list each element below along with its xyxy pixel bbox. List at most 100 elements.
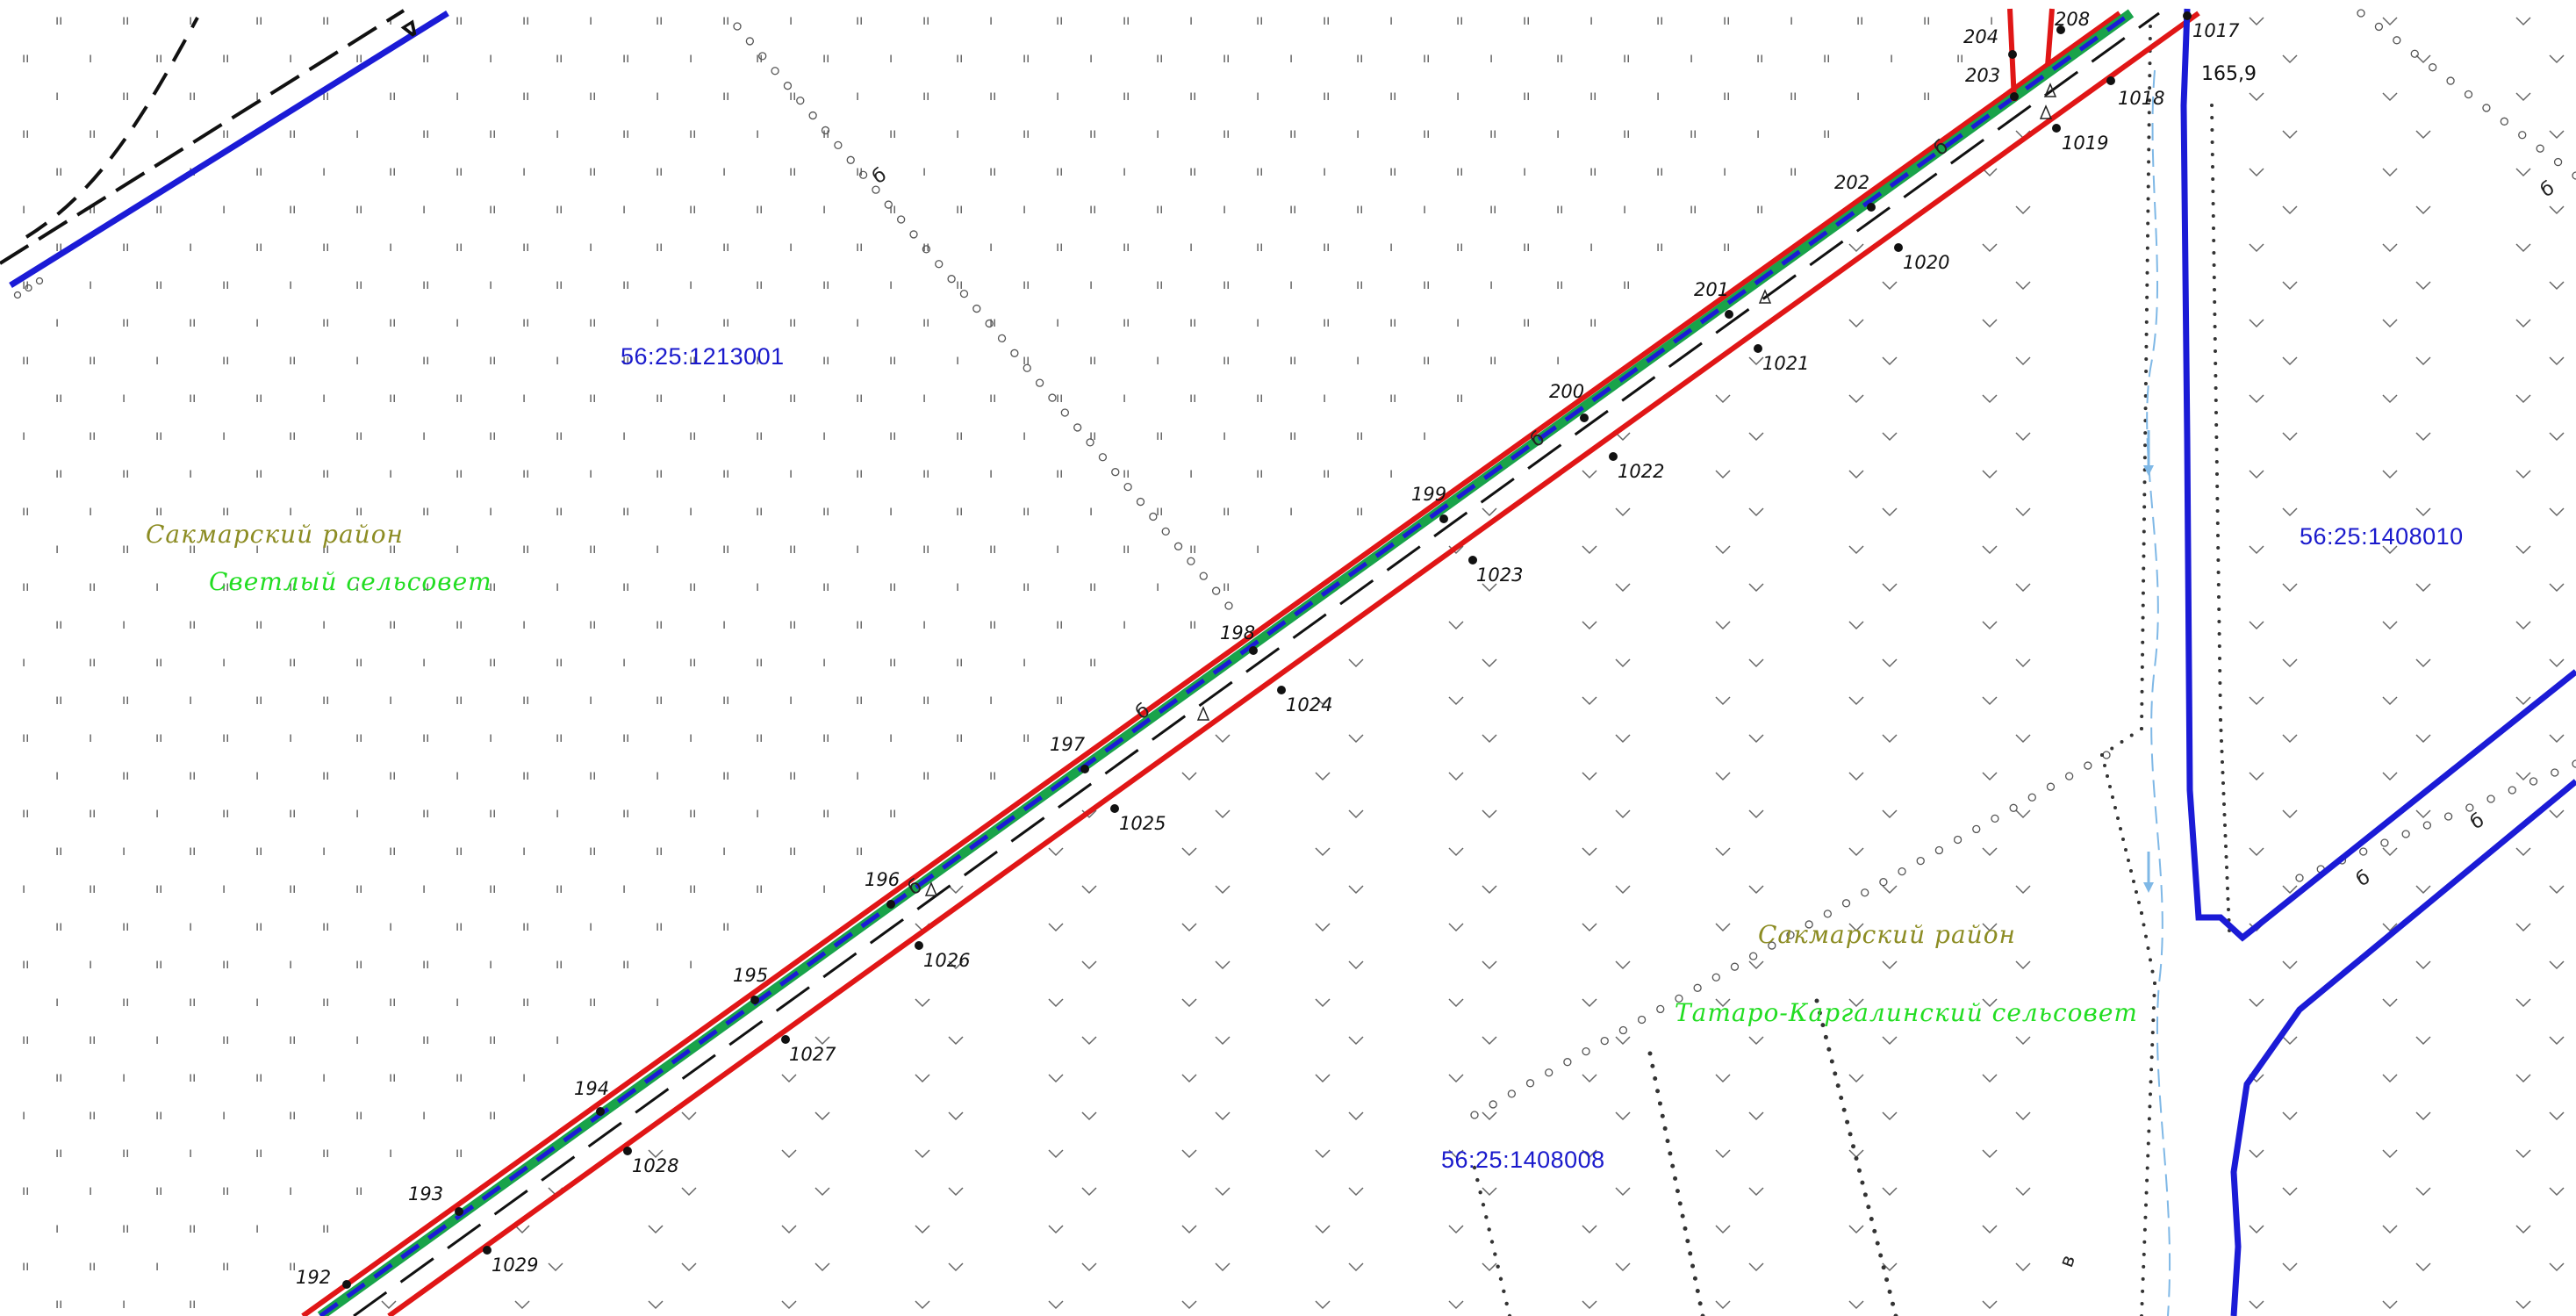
pole-symbol-icon xyxy=(924,881,938,896)
svg-text:ıı: ıı xyxy=(522,541,529,557)
boundary-point-marker[interactable] xyxy=(1439,514,1448,523)
svg-text:ıı: ıı xyxy=(656,12,663,28)
svg-text:ıı: ıı xyxy=(556,50,563,66)
svg-text:ıı: ıı xyxy=(956,201,963,217)
svg-text:ı: ı xyxy=(1856,88,1860,104)
boundary-point-marker[interactable] xyxy=(2008,50,2017,59)
svg-text:ı: ı xyxy=(956,126,959,141)
svg-text:ıı: ıı xyxy=(222,50,229,66)
svg-text:ıı: ıı xyxy=(89,1107,96,1123)
boundary-point-marker[interactable] xyxy=(2106,76,2115,85)
boundary-point-marker[interactable] xyxy=(596,1107,605,1116)
svg-text:ı: ı xyxy=(922,163,926,179)
svg-text:ıı: ıı xyxy=(289,881,296,896)
boundary-point-marker[interactable] xyxy=(1249,646,1258,655)
cadastral-block-label-left[interactable]: 56:25:1213001 xyxy=(621,343,785,370)
svg-text:ı: ı xyxy=(656,994,659,1010)
boundary-point-marker[interactable] xyxy=(623,1147,632,1155)
boundary-point-marker[interactable] xyxy=(781,1035,790,1044)
boundary-point-marker[interactable] xyxy=(455,1207,463,1216)
cadastral-block-label-right[interactable]: 56:25:1408010 xyxy=(2300,523,2464,550)
boundary-point-marker[interactable] xyxy=(1580,413,1589,422)
svg-text:ıı: ıı xyxy=(1189,616,1196,632)
boundary-point-marker[interactable] xyxy=(915,941,923,950)
svg-text:ı: ı xyxy=(789,12,793,28)
boundary-point-marker[interactable] xyxy=(886,900,895,909)
boundary-point-marker[interactable] xyxy=(1725,310,1733,319)
svg-text:ı: ı xyxy=(1790,12,1793,28)
svg-text:ıı: ıı xyxy=(456,239,463,255)
svg-text:ı: ı xyxy=(122,1069,126,1085)
svg-text:ıı: ıı xyxy=(722,692,729,708)
cadastral-block-label-bottom[interactable]: 56:25:1408008 xyxy=(1441,1147,1605,1173)
boundary-point-marker[interactable] xyxy=(1609,452,1618,461)
svg-text:ıı: ıı xyxy=(489,126,496,141)
svg-text:ı: ı xyxy=(222,201,226,217)
svg-text:ıı: ıı xyxy=(289,579,296,594)
svg-text:ıı: ıı xyxy=(422,503,429,519)
svg-text:ıı: ıı xyxy=(856,239,863,255)
svg-text:ıı: ıı xyxy=(422,126,429,141)
boundary-point-marker[interactable] xyxy=(342,1280,351,1289)
svg-text:ı: ı xyxy=(489,730,492,745)
svg-text:ı: ı xyxy=(556,352,559,368)
svg-text:ı: ı xyxy=(722,616,726,632)
svg-text:ı: ı xyxy=(222,881,226,896)
boundary-point-marker[interactable] xyxy=(1110,804,1119,813)
svg-text:ıı: ıı xyxy=(389,994,396,1010)
svg-text:ı: ı xyxy=(89,730,92,745)
svg-text:ıı: ıı xyxy=(389,1069,396,1085)
boundary-point-marker[interactable] xyxy=(750,996,759,1004)
svg-text:ıı: ıı xyxy=(322,767,329,783)
svg-text:ıı: ıı xyxy=(55,1069,62,1085)
svg-text:ı: ı xyxy=(1556,352,1560,368)
svg-text:ı: ı xyxy=(489,50,492,66)
boundary-point-marker[interactable] xyxy=(1080,765,1089,773)
svg-text:ı: ı xyxy=(55,88,59,104)
svg-text:ıı: ıı xyxy=(89,201,96,217)
svg-text:ıı: ıı xyxy=(489,428,496,443)
boundary-point-marker[interactable] xyxy=(1277,686,1286,694)
svg-text:ıı: ıı xyxy=(22,50,29,66)
svg-text:ıı: ıı xyxy=(255,239,262,255)
svg-text:ıı: ıı xyxy=(22,579,29,594)
boundary-point-marker[interactable] xyxy=(2056,25,2065,34)
svg-text:ı: ı xyxy=(1156,126,1159,141)
svg-text:ıı: ıı xyxy=(155,428,162,443)
svg-text:ı: ı xyxy=(1256,88,1259,104)
svg-text:ı: ı xyxy=(589,239,592,255)
map-symbol-icon: б xyxy=(869,164,891,189)
selsovet-label-left: Светлый сельсовет xyxy=(209,567,492,596)
svg-text:ıı: ıı xyxy=(1289,352,1296,368)
svg-text:ı: ı xyxy=(422,1107,426,1123)
svg-text:ıı: ıı xyxy=(656,692,663,708)
boundary-point-marker[interactable] xyxy=(2010,92,2019,101)
svg-text:ı: ı xyxy=(355,352,359,368)
boundary-point-label: 1019 xyxy=(2062,133,2109,154)
svg-text:ı: ı xyxy=(889,277,893,292)
svg-text:ı: ı xyxy=(1189,465,1193,481)
svg-text:ıı: ıı xyxy=(255,465,262,481)
svg-text:ıı: ıı xyxy=(1156,201,1163,217)
boundary-point-marker[interactable] xyxy=(483,1246,492,1255)
svg-text:ıı: ıı xyxy=(189,994,196,1010)
boundary-point-marker[interactable] xyxy=(1867,203,1876,212)
svg-text:ı: ı xyxy=(889,503,893,519)
svg-text:ıı: ıı xyxy=(456,616,463,632)
boundary-point-marker[interactable] xyxy=(1894,243,1903,252)
svg-text:ıı: ıı xyxy=(722,767,729,783)
boundary-point-marker[interactable] xyxy=(2052,124,2061,133)
svg-text:ı: ı xyxy=(556,805,559,821)
svg-text:ı: ı xyxy=(889,730,893,745)
boundary-point-marker[interactable] xyxy=(1468,556,1477,565)
svg-text:ıı: ıı xyxy=(1589,163,1597,179)
boundary-point-marker[interactable] xyxy=(1754,344,1762,353)
svg-text:ıı: ıı xyxy=(489,1032,496,1047)
svg-text:ıı: ıı xyxy=(989,767,996,783)
svg-text:ıı: ıı xyxy=(889,126,896,141)
svg-text:ıı: ıı xyxy=(822,805,829,821)
svg-text:ı: ı xyxy=(155,805,159,821)
boundary-point-marker[interactable] xyxy=(2183,11,2192,20)
svg-text:ı: ı xyxy=(1256,314,1259,330)
